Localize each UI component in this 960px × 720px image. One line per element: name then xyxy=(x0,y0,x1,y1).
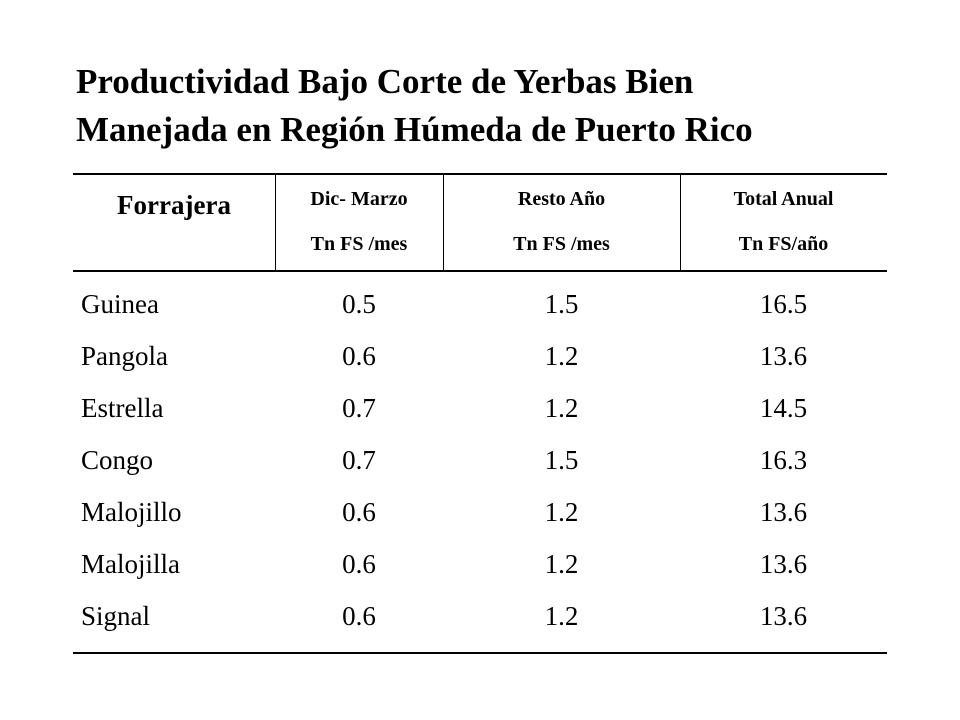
header-resto-ano: Resto Año Tn FS /mes xyxy=(443,173,680,270)
header-total-anual-line-1: Total Anual xyxy=(733,187,834,210)
cell-dic-marzo: 0.6 xyxy=(342,601,376,631)
cell-resto-ano: 1.2 xyxy=(544,497,579,527)
cell-dic-marzo: 0.7 xyxy=(342,393,376,423)
cell-dic-marzo: 0.6 xyxy=(342,341,376,371)
table-bottom-rule xyxy=(73,652,887,654)
cell-forrajera: Guinea xyxy=(81,289,159,319)
cell-total-anual: 13.6 xyxy=(759,497,808,527)
cell-resto-ano: 1.5 xyxy=(544,445,579,475)
header-dic-marzo: Dic- Marzo Tn FS /mes xyxy=(275,173,443,270)
table-header-rule xyxy=(73,270,887,272)
cell-total-anual: 16.3 xyxy=(759,445,808,475)
cell-total-anual: 16.5 xyxy=(759,289,808,319)
cell-resto-ano: 1.2 xyxy=(544,393,579,423)
cell-dic-marzo: 0.6 xyxy=(342,497,376,527)
page-title: Productividad Bajo Corte de Yerbas Bien … xyxy=(76,58,916,154)
cell-forrajera: Pangola xyxy=(81,341,168,371)
table-row: Guinea 0.5 1.5 16.5 xyxy=(73,278,887,330)
table-row: Pangola 0.6 1.2 13.6 xyxy=(73,330,887,382)
table-top-rule xyxy=(73,173,887,175)
cell-total-anual: 13.6 xyxy=(759,601,808,631)
header-total-anual: Total Anual Tn FS/año xyxy=(680,173,887,270)
cell-total-anual: 13.6 xyxy=(759,549,808,579)
cell-resto-ano: 1.2 xyxy=(544,549,579,579)
table-row: Malojillo 0.6 1.2 13.6 xyxy=(73,486,887,538)
cell-total-anual: 14.5 xyxy=(759,393,808,423)
cell-resto-ano: 1.5 xyxy=(544,289,579,319)
table-row: Malojilla 0.6 1.2 13.6 xyxy=(73,538,887,590)
cell-forrajera: Signal xyxy=(81,601,151,631)
cell-dic-marzo: 0.5 xyxy=(342,289,376,319)
table-row: Congo 0.7 1.5 16.3 xyxy=(73,434,887,486)
cell-dic-marzo: 0.7 xyxy=(342,445,376,475)
header-forrajera-label: Forrajera xyxy=(117,190,231,220)
cell-resto-ano: 1.2 xyxy=(544,341,579,371)
cell-forrajera: Congo xyxy=(81,445,154,475)
header-divider-3 xyxy=(680,173,681,270)
header-resto-ano-line-1: Resto Año xyxy=(517,187,606,210)
cell-resto-ano: 1.2 xyxy=(544,601,579,631)
header-forrajera: Forrajera xyxy=(73,173,275,270)
cell-dic-marzo: 0.6 xyxy=(342,549,376,579)
cell-forrajera: Malojilla xyxy=(81,549,180,579)
cell-forrajera: Malojillo xyxy=(81,497,182,527)
title-line-2: Manejada en Región Húmeda de Puerto Rico xyxy=(76,110,753,149)
cell-forrajera: Estrella xyxy=(81,393,164,423)
table-row: Signal 0.6 1.2 13.6 xyxy=(73,590,887,642)
header-dic-marzo-line-1: Dic- Marzo xyxy=(310,187,408,210)
header-dic-marzo-line-2: Tn FS /mes xyxy=(310,232,408,255)
table-row: Estrella 0.7 1.2 14.5 xyxy=(73,382,887,434)
title-line-1: Productividad Bajo Corte de Yerbas Bien xyxy=(76,62,694,101)
header-divider-1 xyxy=(275,173,276,270)
header-divider-2 xyxy=(443,173,444,270)
header-resto-ano-line-2: Tn FS /mes xyxy=(513,232,610,255)
header-total-anual-line-2: Tn FS/año xyxy=(738,232,829,255)
cell-total-anual: 13.6 xyxy=(759,341,808,371)
